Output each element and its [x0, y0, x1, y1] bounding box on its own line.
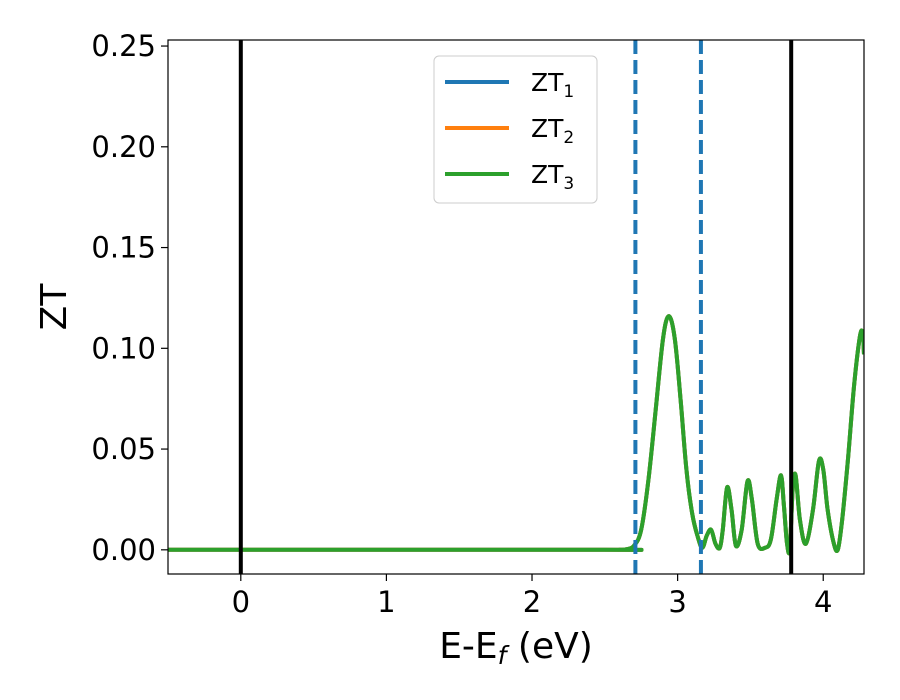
y-tick-label: 0.05 — [91, 432, 156, 466]
x-tick-label: 0 — [232, 585, 250, 619]
x-tick-label: 1 — [377, 585, 395, 619]
y-axis-title: ZT — [34, 283, 75, 331]
y-tick-label: 0.00 — [91, 533, 156, 567]
legend-label-zt1: ZT1 — [531, 68, 574, 102]
y-tick-label: 0.25 — [91, 29, 156, 63]
x-axis-title: E-Ef (eV) — [439, 626, 593, 670]
legend-label-zt2: ZT2 — [531, 114, 574, 148]
y-tick-label: 0.15 — [91, 231, 156, 265]
legend-label-zt3: ZT3 — [531, 160, 574, 194]
series-line-zt3 — [168, 314, 864, 556]
legend: ZT1 ZT2 ZT3 — [433, 55, 598, 204]
x-tick-label: 2 — [523, 585, 541, 619]
legend-frame — [433, 55, 598, 204]
y-tick-label: 0.20 — [91, 130, 156, 164]
x-tick-label: 3 — [668, 585, 686, 619]
x-tick-label: 4 — [814, 585, 832, 619]
y-tick-label: 0.10 — [91, 331, 156, 365]
plot-frame — [167, 39, 865, 575]
